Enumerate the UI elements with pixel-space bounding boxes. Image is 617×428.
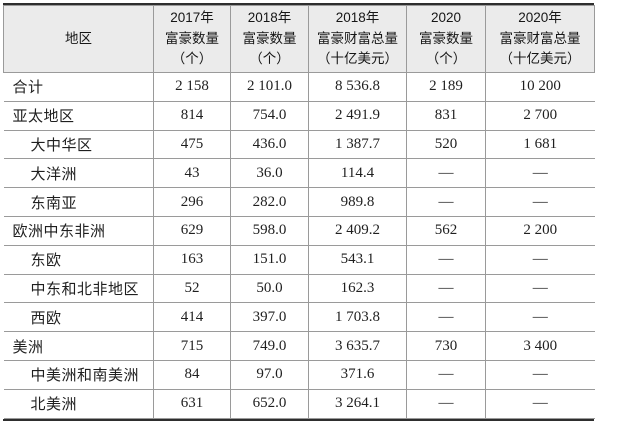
- value-cell: 2 101.0: [230, 72, 309, 102]
- value-cell: 10 200: [485, 72, 595, 102]
- region-cell: 大中华区: [3, 129, 154, 160]
- value-cell: —: [406, 388, 486, 419]
- table-row: 美洲 715 749.0 3 635.7 730 3 400: [3, 331, 595, 361]
- region-cell: 亚太地区: [3, 100, 154, 131]
- value-cell: 151.0: [230, 244, 309, 275]
- value-cell: 715: [153, 331, 231, 361]
- value-cell: 371.6: [308, 359, 407, 390]
- value-cell: 282.0: [230, 187, 309, 217]
- value-cell: 84: [153, 359, 231, 390]
- table-row: 东南亚 296 282.0 989.8 — —: [3, 187, 595, 217]
- value-cell: 754.0: [230, 100, 309, 131]
- region-cell: 合计: [3, 72, 154, 102]
- value-cell: 3 635.7: [308, 331, 407, 361]
- column-header-2020-count: 2020 富豪数量 （个）: [406, 5, 486, 73]
- value-cell: 831: [406, 100, 486, 131]
- value-cell: 436.0: [230, 129, 309, 160]
- value-cell: 97.0: [230, 359, 309, 390]
- table-row: 大中华区 475 436.0 1 387.7 520 1 681: [3, 129, 595, 160]
- region-cell: 欧洲中东非洲: [3, 215, 154, 246]
- value-cell: 814: [153, 100, 231, 131]
- value-cell: 36.0: [230, 158, 309, 189]
- region-cell: 美洲: [3, 331, 154, 361]
- value-cell: 296: [153, 187, 231, 217]
- value-cell: —: [406, 359, 486, 390]
- value-cell: —: [485, 388, 595, 419]
- value-cell: 598.0: [230, 215, 309, 246]
- value-cell: 989.8: [308, 187, 407, 217]
- value-cell: —: [485, 187, 595, 217]
- value-cell: —: [485, 158, 595, 189]
- table-row: 大洋洲 43 36.0 114.4 — —: [3, 158, 595, 189]
- table-row: 合计 2 158 2 101.0 8 536.8 2 189 10 200: [3, 72, 595, 102]
- table-row: 亚太地区 814 754.0 2 491.9 831 2 700: [3, 100, 595, 131]
- table-body: 合计 2 158 2 101.0 8 536.8 2 189 10 200 亚太…: [3, 72, 595, 419]
- value-cell: 2 200: [485, 215, 595, 246]
- value-cell: 1 681: [485, 129, 595, 160]
- region-cell: 西欧: [3, 302, 154, 333]
- value-cell: 629: [153, 215, 231, 246]
- value-cell: 475: [153, 129, 231, 160]
- table-row: 北美洲 631 652.0 3 264.1 — —: [3, 388, 595, 419]
- region-cell: 东欧: [3, 244, 154, 275]
- value-cell: 543.1: [308, 244, 407, 275]
- value-cell: —: [406, 187, 486, 217]
- column-header-2020-wealth: 2020年 富豪财富总量 （十亿美元）: [485, 5, 595, 73]
- value-cell: 562: [406, 215, 486, 246]
- header-row: 地区 2017年 富豪数量 （个） 2018年 富豪数量 （个） 2018年 富…: [3, 5, 595, 73]
- regional-wealth-table-wrap: 地区 2017年 富豪数量 （个） 2018年 富豪数量 （个） 2018年 富…: [3, 3, 595, 421]
- value-cell: 3 264.1: [308, 388, 407, 419]
- region-cell: 北美洲: [3, 388, 154, 419]
- value-cell: 2 409.2: [308, 215, 407, 246]
- region-cell: 大洋洲: [3, 158, 154, 189]
- column-header-2017-count: 2017年 富豪数量 （个）: [153, 5, 231, 73]
- value-cell: 730: [406, 331, 486, 361]
- column-header-2018-wealth: 2018年 富豪财富总量 （十亿美元）: [308, 5, 407, 73]
- value-cell: 162.3: [308, 273, 407, 304]
- value-cell: 631: [153, 388, 231, 419]
- value-cell: —: [485, 359, 595, 390]
- column-header-2018-count: 2018年 富豪数量 （个）: [230, 5, 309, 73]
- value-cell: —: [406, 158, 486, 189]
- value-cell: —: [406, 273, 486, 304]
- value-cell: 1 387.7: [308, 129, 407, 160]
- value-cell: 2 491.9: [308, 100, 407, 131]
- value-cell: 414: [153, 302, 231, 333]
- value-cell: 397.0: [230, 302, 309, 333]
- region-cell: 中东和北非地区: [3, 273, 154, 304]
- value-cell: 2 158: [153, 72, 231, 102]
- value-cell: —: [485, 244, 595, 275]
- table-row: 欧洲中东非洲 629 598.0 2 409.2 562 2 200: [3, 215, 595, 246]
- region-cell: 中美洲和南美洲: [3, 359, 154, 390]
- regional-wealth-table: 地区 2017年 富豪数量 （个） 2018年 富豪数量 （个） 2018年 富…: [3, 5, 595, 419]
- value-cell: 43: [153, 158, 231, 189]
- value-cell: 163: [153, 244, 231, 275]
- value-cell: 2 700: [485, 100, 595, 131]
- value-cell: 2 189: [406, 72, 486, 102]
- value-cell: 52: [153, 273, 231, 304]
- table-row: 西欧 414 397.0 1 703.8 — —: [3, 302, 595, 333]
- table-row: 东欧 163 151.0 543.1 — —: [3, 244, 595, 275]
- value-cell: 652.0: [230, 388, 309, 419]
- value-cell: 114.4: [308, 158, 407, 189]
- value-cell: 3 400: [485, 331, 595, 361]
- value-cell: —: [406, 302, 486, 333]
- value-cell: —: [485, 302, 595, 333]
- value-cell: 1 703.8: [308, 302, 407, 333]
- value-cell: —: [485, 273, 595, 304]
- table-row: 中美洲和南美洲 84 97.0 371.6 — —: [3, 359, 595, 390]
- region-cell: 东南亚: [3, 187, 154, 217]
- value-cell: —: [406, 244, 486, 275]
- table-row: 中东和北非地区 52 50.0 162.3 — —: [3, 273, 595, 304]
- value-cell: 749.0: [230, 331, 309, 361]
- column-header-region: 地区: [3, 5, 154, 73]
- value-cell: 520: [406, 129, 486, 160]
- value-cell: 8 536.8: [308, 72, 407, 102]
- value-cell: 50.0: [230, 273, 309, 304]
- table-header: 地区 2017年 富豪数量 （个） 2018年 富豪数量 （个） 2018年 富…: [3, 5, 595, 73]
